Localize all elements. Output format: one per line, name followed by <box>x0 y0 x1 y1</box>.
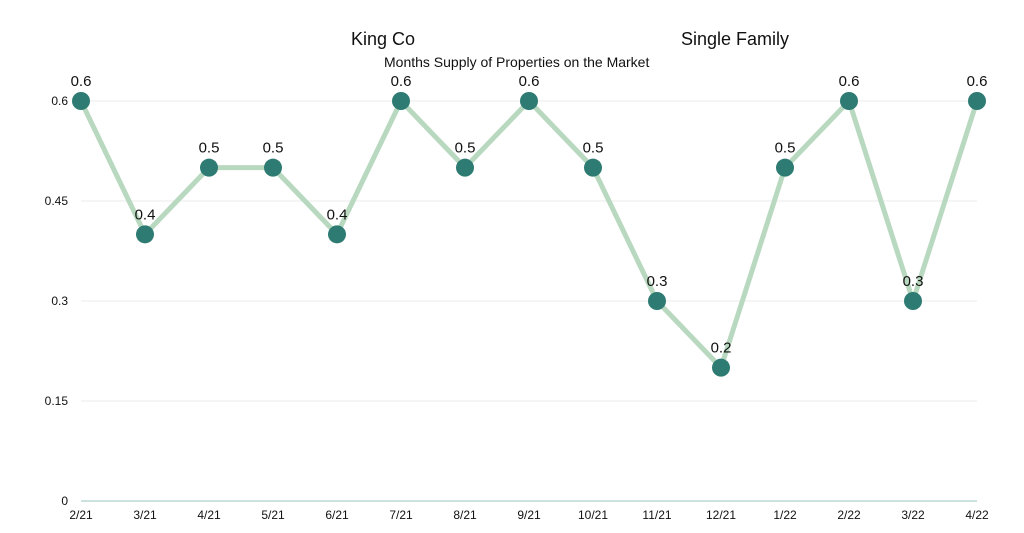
x-tick-label: 6/21 <box>325 508 349 522</box>
y-tick-label: 0 <box>61 494 68 508</box>
y-tick-label: 0.45 <box>45 194 69 208</box>
data-label: 0.5 <box>455 140 476 157</box>
x-tick-label: 2/22 <box>837 508 861 522</box>
data-point <box>968 92 986 110</box>
x-tick-label: 3/21 <box>133 508 157 522</box>
x-tick-label: 9/21 <box>517 508 541 522</box>
data-point <box>904 292 922 310</box>
data-labels: 0.6 0.4 0.5 0.5 0.4 0.6 0.5 0.6 0.5 0.3 0.2 0.5 0.6 0… <box>71 73 988 357</box>
data-point <box>456 158 474 177</box>
x-tick-label: 4/22 <box>965 508 989 522</box>
data-point <box>264 158 282 177</box>
x-tick-label: 11/21 <box>642 508 671 522</box>
data-point <box>520 92 538 110</box>
data-label: 0.5 <box>775 140 796 157</box>
data-point <box>72 92 90 110</box>
data-label: 0.6 <box>839 73 860 90</box>
x-tick-label: 3/22 <box>901 508 925 522</box>
x-tick-label: 4/21 <box>197 508 221 522</box>
data-label: 0.5 <box>199 140 220 157</box>
data-label: 0.2 <box>711 340 732 357</box>
y-tick-label: 0.15 <box>45 394 69 408</box>
x-axis-ticks: 2/21 3/21 4/21 5/21 6/21 7/21 8/21 9/21 10/21 11/… <box>69 508 989 522</box>
data-label: 0.5 <box>263 140 284 157</box>
x-tick-label: 1/22 <box>773 508 797 522</box>
x-tick-label: 8/21 <box>453 508 477 522</box>
y-tick-label: 0.6 <box>51 94 68 108</box>
data-label: 0.4 <box>327 206 348 223</box>
data-label: 0.6 <box>519 73 540 90</box>
chart-title-region: King Co <box>351 29 416 49</box>
data-label: 0.3 <box>903 273 924 290</box>
data-point <box>136 225 154 244</box>
data-label: 0.6 <box>71 73 92 90</box>
data-label: 0.6 <box>967 73 988 90</box>
data-label: 0.4 <box>135 206 156 223</box>
x-tick-label: 10/21 <box>578 508 608 522</box>
x-tick-label: 5/21 <box>261 508 285 522</box>
x-tick-label: 2/21 <box>69 508 93 522</box>
data-point <box>840 92 858 110</box>
x-tick-label: 7/21 <box>389 508 413 522</box>
data-point <box>392 92 410 110</box>
y-axis-ticks: 0 0.15 0.3 0.45 0.6 <box>45 94 69 508</box>
data-point <box>776 158 794 177</box>
data-point <box>712 358 730 377</box>
chart-title-property-type: Single Family <box>681 29 790 49</box>
data-label: 0.3 <box>647 273 668 290</box>
y-tick-label: 0.3 <box>51 294 68 308</box>
data-point <box>200 158 218 177</box>
series-markers <box>72 92 986 377</box>
x-tick-label: 12/21 <box>706 508 736 522</box>
gridlines <box>81 100 977 502</box>
data-point <box>328 225 346 244</box>
data-point <box>584 158 602 177</box>
data-point <box>648 292 666 310</box>
chart-subtitle: Months Supply of Properties on the Marke… <box>384 54 650 70</box>
data-label: 0.5 <box>583 140 604 157</box>
data-label: 0.6 <box>391 73 412 90</box>
